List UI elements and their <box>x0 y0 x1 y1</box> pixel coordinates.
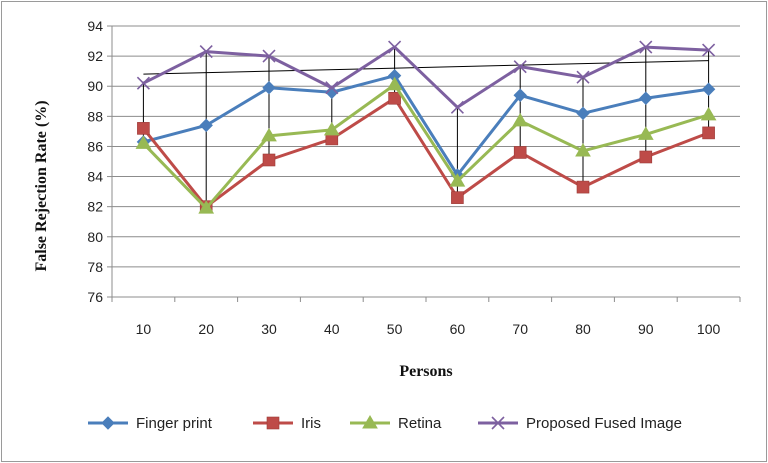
series-lines <box>135 40 717 214</box>
marker-stroke <box>491 416 505 430</box>
marker-stroke <box>702 43 716 57</box>
y-tick-label: 76 <box>87 289 103 305</box>
data-point <box>449 173 466 187</box>
data-point <box>576 70 590 84</box>
y-tick-label: 82 <box>87 199 103 215</box>
data-point <box>576 106 590 121</box>
legend-label: Proposed Fused Image <box>526 415 682 432</box>
series-3 <box>135 76 717 214</box>
marker-stroke <box>576 70 590 84</box>
x-tick-label: 10 <box>136 321 152 337</box>
data-point <box>702 43 716 57</box>
marker-stroke <box>388 40 402 54</box>
x-tick-label: 30 <box>261 321 277 337</box>
x-tick-labels: 10 20 30 40 50 60 70 80 90 100 <box>136 321 721 337</box>
data-point <box>513 146 527 159</box>
marker-stroke <box>325 81 339 95</box>
series-4 <box>136 40 716 114</box>
data-point <box>325 81 339 95</box>
data-point <box>639 150 653 164</box>
data-point <box>323 121 340 136</box>
data-point <box>262 49 276 63</box>
x-tick-label: 100 <box>697 321 721 337</box>
data-point <box>451 191 464 204</box>
x-tick-label: 60 <box>450 321 466 337</box>
data-point <box>700 106 717 121</box>
marker-stroke <box>513 60 527 74</box>
legend-label: Retina <box>398 415 442 432</box>
data-point <box>702 126 715 140</box>
legend-marker <box>362 415 378 429</box>
data-point <box>136 76 150 90</box>
data-point <box>199 45 213 59</box>
x-tick-label: 80 <box>575 321 591 337</box>
data-point <box>513 88 527 102</box>
data-point <box>450 100 464 114</box>
y-tick-label: 92 <box>87 48 103 64</box>
y-axis-title: False Rejection Rate (%) <box>33 100 50 271</box>
y-tick-labels: 76 78 80 82 84 86 88 90 92 94 <box>87 18 103 305</box>
legend-marker <box>266 416 280 430</box>
y-tick-label: 88 <box>87 108 103 124</box>
legend-marker <box>491 416 505 430</box>
series-line <box>142 96 710 209</box>
x-tick-label: 90 <box>638 321 654 337</box>
legend-label: Iris <box>301 415 321 432</box>
y-tick-label: 78 <box>87 259 103 275</box>
y-tick-label: 90 <box>87 78 103 94</box>
data-point <box>386 76 403 91</box>
y-tick-label: 80 <box>87 229 103 245</box>
axes <box>107 25 741 302</box>
legend-item: Retina <box>350 415 442 432</box>
legend-item: Iris <box>253 415 321 432</box>
y-tick-label: 94 <box>87 18 103 34</box>
marker-stroke <box>450 100 464 114</box>
data-point <box>137 122 150 135</box>
data-point <box>639 40 653 54</box>
data-point <box>576 180 590 194</box>
data-point <box>513 60 527 74</box>
marker-stroke <box>199 45 213 59</box>
legend-label: Finger print <box>136 415 213 432</box>
data-point <box>388 40 402 54</box>
data-point <box>262 81 276 95</box>
series-line <box>142 83 710 210</box>
legend-item: Proposed Fused Image <box>478 415 682 432</box>
trend-line <box>143 60 709 75</box>
data-point <box>325 85 339 99</box>
y-tick-label: 84 <box>87 169 103 185</box>
data-point <box>198 200 215 214</box>
marker-stroke <box>136 76 150 90</box>
data-point <box>639 91 653 105</box>
marker-stroke <box>262 49 276 63</box>
data-point <box>262 153 276 167</box>
x-tick-label: 50 <box>387 321 403 337</box>
y-tick-label: 86 <box>87 138 103 154</box>
data-point <box>388 91 401 105</box>
legend: Finger print Iris Retina Proposed Fused Ima… <box>88 415 682 432</box>
trend-line <box>143 60 709 75</box>
series-2 <box>137 91 715 213</box>
x-tick-label: 70 <box>512 321 528 337</box>
x-axis-title: Persons <box>399 363 452 380</box>
data-point <box>512 112 529 127</box>
data-point <box>261 127 277 142</box>
legend-marker <box>101 416 115 430</box>
data-point <box>575 142 591 157</box>
x-tick-label: 40 <box>324 321 340 337</box>
data-point <box>199 118 213 133</box>
series-line <box>143 74 709 177</box>
x-tick-label: 20 <box>198 321 214 337</box>
data-point <box>701 82 716 96</box>
legend-item: Finger print <box>88 415 213 432</box>
marker-stroke <box>639 40 653 54</box>
data-point <box>637 126 654 140</box>
series-line <box>142 45 709 109</box>
data-point <box>135 135 152 149</box>
